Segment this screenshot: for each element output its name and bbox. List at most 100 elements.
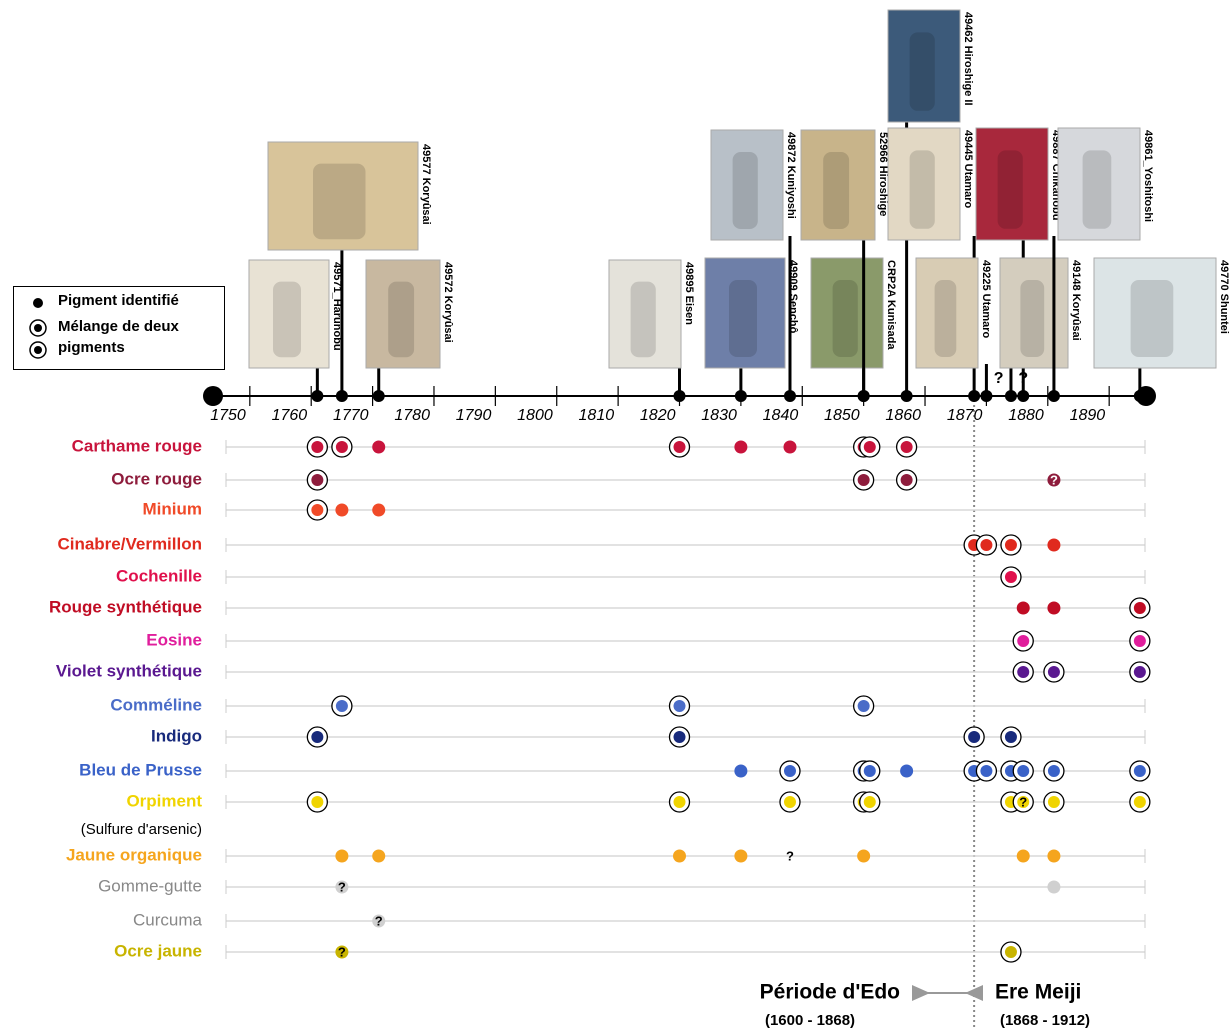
pigment-dot	[1017, 666, 1030, 678]
pigment-dot	[1004, 571, 1017, 583]
artwork-figure	[630, 281, 656, 358]
artwork-label: 49462 Hiroshige II	[962, 12, 974, 106]
row-label: Minium	[143, 499, 203, 518]
pigment-dot	[673, 441, 686, 453]
artwork-figure	[909, 150, 935, 229]
artwork-figure	[732, 152, 758, 229]
artwork-figure	[1130, 280, 1174, 357]
artwork-image	[975, 127, 1049, 241]
pigment-dot	[863, 796, 876, 808]
row-label: Gomme-gutte	[98, 876, 202, 895]
pigment-dot	[863, 441, 876, 453]
row-label: Eosine	[146, 630, 202, 649]
artwork-image	[704, 257, 786, 369]
pigment-dot	[335, 880, 349, 894]
pigment-dot	[1133, 635, 1146, 647]
pigment-dot	[1016, 849, 1030, 863]
pigment-dot	[980, 765, 993, 777]
row-label: Carthame rouge	[72, 436, 202, 455]
artwork-image	[887, 9, 961, 123]
pigment-dot	[372, 503, 386, 517]
pigment-dot	[673, 731, 686, 743]
x-tick-label: 1750	[210, 407, 246, 424]
x-tick-label: 1860	[885, 407, 921, 424]
artwork-label: 49572 Koryûsai	[442, 262, 454, 343]
row-label: Bleu de Prusse	[79, 760, 202, 779]
legend-item: Pigment identifié	[14, 292, 224, 316]
artwork-label: 52966 Hiroshige	[877, 132, 889, 216]
uncertain-label: ?	[338, 944, 346, 959]
legend-label: Pigment identifié	[58, 292, 179, 309]
row-label: Comméline	[110, 695, 202, 714]
pigment-dot	[372, 914, 386, 928]
pigment-dot	[1047, 601, 1061, 615]
period-arrow-head	[912, 985, 930, 1001]
artwork-image	[267, 141, 419, 251]
row-label: Indigo	[151, 726, 202, 745]
pigment-dot	[372, 849, 386, 863]
x-tick-label: 1800	[517, 407, 553, 424]
pigment-dot	[783, 765, 796, 777]
pigment-dot	[900, 474, 913, 486]
pigment-dot	[1133, 666, 1146, 678]
pigment-dot	[311, 731, 324, 743]
artwork-image	[248, 259, 330, 369]
pigment-dot	[1017, 635, 1030, 647]
pigment-dot	[335, 945, 349, 959]
artwork-label: 49861_Yoshitoshi	[1142, 130, 1154, 222]
pigment-dot	[900, 441, 913, 453]
x-tick-label: 1840	[763, 407, 799, 424]
pigment-dot	[900, 764, 914, 778]
legend-label: Mélange de deux pigments	[58, 318, 179, 356]
x-tick-label: 1820	[640, 407, 676, 424]
artwork-image	[365, 259, 441, 369]
artwork-image	[1093, 257, 1217, 369]
uncertain-label: ?	[338, 879, 346, 894]
pigment-dot	[1047, 666, 1060, 678]
pigment-dot	[857, 474, 870, 486]
artwork-figure	[909, 32, 935, 111]
pigment-dot	[783, 796, 796, 808]
pigment-dot	[1047, 473, 1061, 487]
pigment-dot	[1004, 946, 1017, 958]
uncertain-label: ?	[1050, 472, 1058, 487]
artwork-figure	[729, 280, 757, 357]
artwork-label: 49577 Koryûsai	[420, 144, 432, 225]
pigment-dot	[857, 849, 871, 863]
axis-unknown: ?	[1018, 370, 1028, 387]
artwork-figure	[1020, 280, 1045, 357]
legend-symbol	[29, 319, 47, 359]
pigment-dot	[372, 440, 386, 454]
legend-symbol	[33, 298, 43, 308]
x-tick-label: 1780	[394, 407, 430, 424]
pigment-dot	[783, 440, 797, 454]
row-label: Jaune organique	[66, 845, 202, 864]
uncertain-label: ?	[786, 848, 794, 863]
pigment-dot	[1047, 880, 1061, 894]
pigment-dot	[734, 440, 748, 454]
period-name: Période d'Edo	[760, 981, 900, 1004]
x-tick-label: 1830	[701, 407, 737, 424]
x-tick-label: 1890	[1070, 407, 1106, 424]
pigment-dot	[734, 764, 748, 778]
artwork-image	[608, 259, 682, 369]
pigment-dot	[968, 731, 981, 743]
artwork-label: 49571_Harunobu	[331, 262, 343, 351]
pigment-dot	[863, 765, 876, 777]
pigment-dot	[335, 503, 349, 517]
artwork-label: 49872 Kuniyoshi	[785, 132, 797, 219]
artwork-image	[887, 127, 961, 241]
row-label: Ocre jaune	[114, 941, 202, 960]
pigment-dot	[1004, 731, 1017, 743]
artwork-label: CRP2A Kunisada	[885, 260, 897, 350]
pigment-dot	[1047, 796, 1060, 808]
row-label: Cochenille	[116, 566, 202, 585]
legend-item: Mélange de deux pigments	[14, 316, 224, 359]
period-range: (1868 - 1912)	[1000, 1012, 1090, 1029]
artwork-label: 49770 Shuntei	[1218, 260, 1229, 334]
pigment-dot	[1016, 601, 1030, 615]
row-label: Cinabre/Vermillon	[57, 534, 202, 553]
artwork-label: 49148 Koryûsai	[1070, 260, 1082, 341]
axis-end	[1136, 386, 1156, 406]
